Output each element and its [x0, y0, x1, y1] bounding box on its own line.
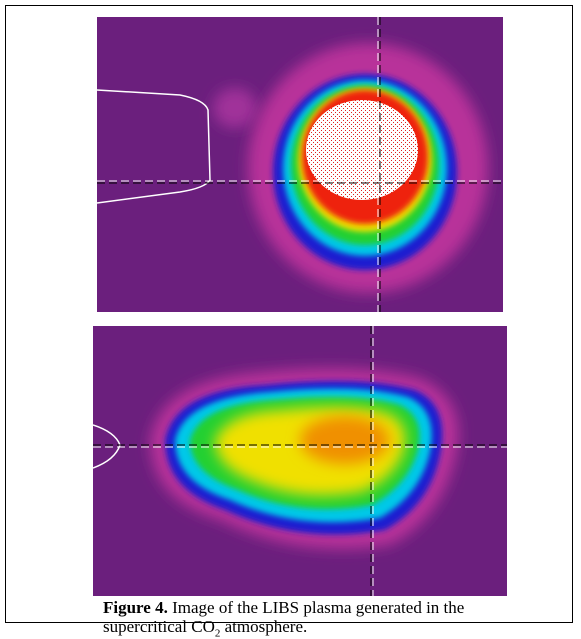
plasma-image-top	[97, 17, 503, 312]
figure-caption: Figure 4. Image of the LIBS plasma gener…	[103, 598, 488, 639]
caption-text-end: atmosphere.	[220, 617, 308, 636]
caption-label: Figure 4.	[103, 598, 168, 617]
plasma-image-bottom	[93, 326, 507, 596]
figure-images	[93, 17, 507, 596]
figure-frame	[5, 5, 573, 623]
